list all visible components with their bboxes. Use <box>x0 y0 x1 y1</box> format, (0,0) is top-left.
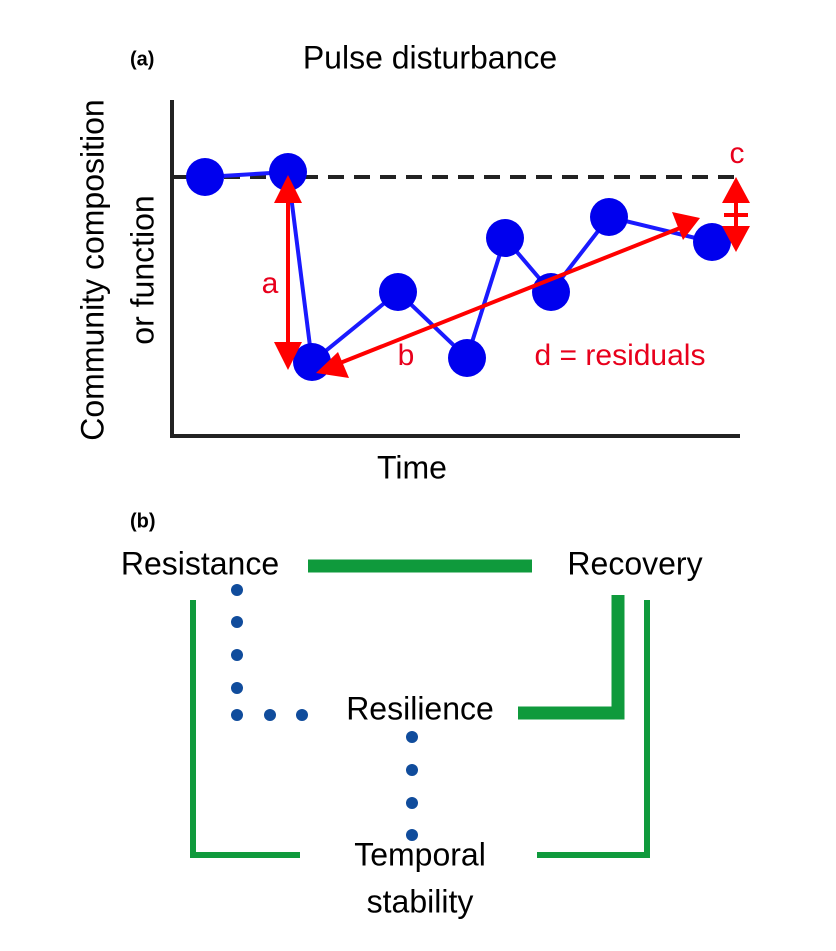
node-label: Resilience <box>346 690 494 726</box>
annotation: c <box>730 137 745 170</box>
node-label: Resistance <box>121 545 279 581</box>
panel-label: (a) <box>130 48 154 70</box>
links <box>190 559 650 858</box>
annotation: a <box>262 267 279 300</box>
arrows <box>274 175 750 378</box>
points <box>186 153 731 381</box>
annotation: d = residuals <box>535 339 706 372</box>
axes <box>170 100 740 438</box>
dotted-links <box>231 584 418 841</box>
panel-title: Pulse disturbance <box>303 39 557 75</box>
annotation: b <box>398 339 415 372</box>
node-label: stability <box>367 883 474 919</box>
y-axis-label: Community composition <box>74 99 110 440</box>
panel-label: (b) <box>130 510 156 532</box>
node-label: Recovery <box>567 545 702 581</box>
y-axis-label: or function <box>124 195 160 344</box>
node-label: Temporal <box>354 836 486 872</box>
x-axis-label: Time <box>377 449 447 485</box>
